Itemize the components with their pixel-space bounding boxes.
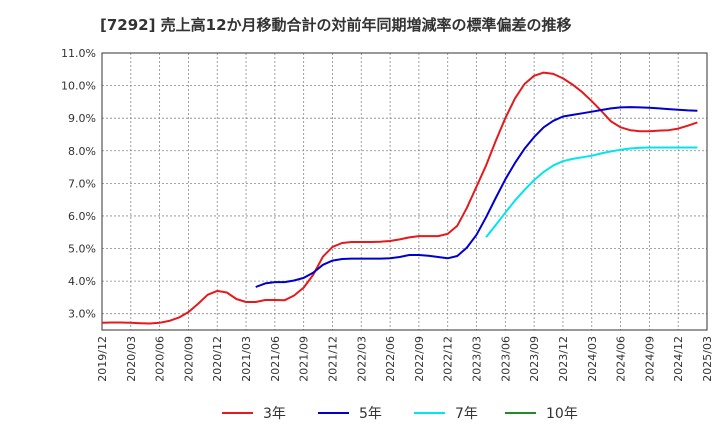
y-tick-label: 5.0% [68, 243, 96, 256]
x-tick-label: 2024/06 [615, 336, 628, 382]
chart-title: [7292] 売上高12か月移動合計の対前年同期増減率の標準偏差の推移 [100, 16, 572, 34]
y-tick-label: 9.0% [68, 112, 96, 125]
x-tick-label: 2022/06 [384, 336, 397, 382]
x-tick-label: 2019/12 [96, 336, 109, 382]
x-axis-ticks: 2019/12 2020/03 2020/06 2020/09 2020/12 2021/… [96, 336, 714, 382]
legend-label: 3年 [263, 406, 286, 422]
x-tick-label: 2024/03 [586, 336, 599, 382]
y-tick-label: 11.0% [61, 47, 96, 60]
x-tick-label: 2021/03 [240, 336, 253, 382]
series-line [255, 106, 698, 288]
x-tick-label: 2020/06 [154, 336, 167, 382]
x-tick-label: 2022/03 [355, 336, 368, 382]
y-tick-label: 3.0% [68, 308, 96, 321]
y-tick-label: 4.0% [68, 275, 96, 288]
x-tick-label: 2020/03 [125, 336, 138, 382]
x-tick-label: 2021/12 [326, 336, 339, 382]
x-tick-label: 2023/09 [528, 336, 541, 382]
plot-area-border [101, 52, 708, 331]
y-tick-label: 6.0% [68, 210, 96, 223]
legend-label: 7年 [455, 406, 478, 422]
y-tick-label: 7.0% [68, 177, 96, 190]
x-tick-label: 2023/03 [471, 336, 484, 382]
x-tick-label: 2024/12 [672, 336, 685, 382]
series-lines [101, 71, 698, 325]
x-tick-label: 2025/03 [701, 336, 714, 382]
y-tick-label: 8.0% [68, 145, 96, 158]
x-tick-label: 2022/12 [442, 336, 455, 382]
x-tick-label: 2020/12 [211, 336, 224, 382]
x-tick-label: 2023/12 [557, 336, 570, 382]
x-tick-label: 2021/06 [269, 336, 282, 382]
y-axis-ticks: 3.0% 4.0% 5.0% 6.0% 7.0% 8.0% 9.0% 10.0% 11.0% [61, 47, 96, 321]
series-line [485, 146, 698, 238]
grid-lines [101, 52, 708, 330]
legend-label: 5年 [359, 406, 382, 422]
y-tick-label: 10.0% [61, 80, 96, 93]
x-tick-label: 2024/09 [643, 336, 656, 382]
series-line [101, 71, 698, 325]
x-tick-label: 2023/06 [499, 336, 512, 382]
legend-label: 10年 [546, 406, 578, 422]
legend: 3年 5年 7年 10年 [222, 406, 578, 422]
x-tick-label: 2021/09 [298, 336, 311, 382]
x-tick-label: 2020/09 [182, 336, 195, 382]
x-tick-label: 2022/09 [413, 336, 426, 382]
